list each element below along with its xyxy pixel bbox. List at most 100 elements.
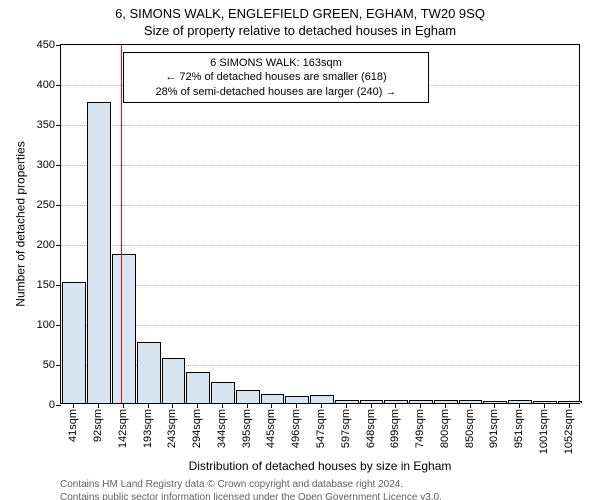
x-tick-mark <box>494 403 495 408</box>
chart-area: 05010015020025030035040045041sqm92sqm142… <box>60 44 580 404</box>
plot-area: 05010015020025030035040045041sqm92sqm142… <box>60 44 580 404</box>
x-tick-label: 92sqm <box>92 409 104 442</box>
y-tick-label: 50 <box>43 359 55 371</box>
y-tick-label: 200 <box>37 239 55 251</box>
bar <box>285 396 309 403</box>
x-tick-mark <box>544 403 545 408</box>
y-tick-label: 300 <box>37 159 55 171</box>
bar <box>236 390 260 403</box>
annotation-line: ← 72% of detached houses are smaller (61… <box>130 70 421 84</box>
y-tick-label: 450 <box>37 39 55 51</box>
x-axis-label: Distribution of detached houses by size … <box>189 459 452 473</box>
y-tick-mark <box>56 45 61 46</box>
y-tick-mark <box>56 405 61 406</box>
annotation-box: 6 SIMONS WALK: 163sqm← 72% of detached h… <box>123 52 428 103</box>
bar <box>533 401 557 403</box>
annotation-line: 28% of semi-detached houses are larger (… <box>130 85 421 99</box>
title-block: 6, SIMONS WALK, ENGLEFIELD GREEN, EGHAM,… <box>0 0 600 40</box>
chart-title: 6, SIMONS WALK, ENGLEFIELD GREEN, EGHAM,… <box>0 6 600 23</box>
x-tick-mark <box>346 403 347 408</box>
x-tick-label: 901sqm <box>488 409 500 448</box>
chart-container: { "title": "6, SIMONS WALK, ENGLEFIELD G… <box>0 0 600 500</box>
y-tick-mark <box>56 205 61 206</box>
footer: Contains HM Land Registry data © Crown c… <box>60 479 580 500</box>
x-tick-label: 496sqm <box>290 409 302 448</box>
y-tick-mark <box>56 325 61 326</box>
gridline <box>61 285 579 286</box>
reference-line <box>121 45 122 403</box>
x-tick-mark <box>197 403 198 408</box>
x-tick-label: 648sqm <box>365 409 377 448</box>
y-tick-label: 150 <box>37 279 55 291</box>
y-tick-mark <box>56 285 61 286</box>
x-tick-label: 850sqm <box>464 409 476 448</box>
x-tick-label: 445sqm <box>265 409 277 448</box>
x-tick-mark <box>395 403 396 408</box>
x-tick-mark <box>247 403 248 408</box>
y-axis-label: Number of detached properties <box>14 141 28 306</box>
y-tick-mark <box>56 165 61 166</box>
x-tick-mark <box>148 403 149 408</box>
x-tick-mark <box>123 403 124 408</box>
x-tick-label: 142sqm <box>117 409 129 448</box>
x-tick-label: 951sqm <box>513 409 525 448</box>
x-tick-label: 193sqm <box>142 409 154 448</box>
x-axis-title: Distribution of detached houses by size … <box>60 459 580 473</box>
bar <box>434 400 458 403</box>
x-tick-mark <box>98 403 99 408</box>
gridline <box>61 325 579 326</box>
x-tick-label: 547sqm <box>315 409 327 448</box>
x-tick-mark <box>73 403 74 408</box>
gridline <box>61 165 579 166</box>
x-tick-label: 344sqm <box>216 409 228 448</box>
bar <box>261 394 285 403</box>
y-tick-label: 350 <box>37 119 55 131</box>
y-tick-mark <box>56 245 61 246</box>
bar <box>558 401 582 403</box>
bar <box>62 282 86 403</box>
bar <box>137 342 161 403</box>
chart-subtitle: Size of property relative to detached ho… <box>0 23 600 40</box>
x-tick-mark <box>445 403 446 408</box>
x-tick-mark <box>296 403 297 408</box>
x-tick-mark <box>222 403 223 408</box>
gridline <box>61 205 579 206</box>
x-tick-mark <box>172 403 173 408</box>
bar <box>211 382 235 403</box>
bar <box>483 401 507 403</box>
y-tick-mark <box>56 365 61 366</box>
gridline <box>61 125 579 126</box>
y-tick-mark <box>56 125 61 126</box>
footer-line-1: Contains HM Land Registry data © Crown c… <box>60 479 580 492</box>
bar <box>162 358 186 403</box>
y-axis-title: Number of detached properties <box>14 44 28 404</box>
x-tick-label: 41sqm <box>67 409 79 442</box>
x-tick-label: 294sqm <box>191 409 203 448</box>
x-tick-mark <box>371 403 372 408</box>
x-tick-mark <box>321 403 322 408</box>
bar <box>112 254 136 403</box>
bar <box>87 102 111 403</box>
bar <box>310 395 334 403</box>
x-tick-mark <box>420 403 421 408</box>
x-tick-label: 749sqm <box>414 409 426 448</box>
x-tick-mark <box>271 403 272 408</box>
bar <box>459 400 483 403</box>
x-tick-label: 699sqm <box>389 409 401 448</box>
x-tick-label: 597sqm <box>340 409 352 448</box>
bar <box>186 372 210 403</box>
x-tick-label: 800sqm <box>439 409 451 448</box>
y-tick-label: 100 <box>37 319 55 331</box>
x-tick-mark <box>519 403 520 408</box>
x-tick-mark <box>569 403 570 408</box>
y-tick-label: 250 <box>37 199 55 211</box>
x-tick-label: 243sqm <box>166 409 178 448</box>
x-tick-label: 1052sqm <box>563 409 575 454</box>
gridline <box>61 245 579 246</box>
y-tick-mark <box>56 85 61 86</box>
x-tick-label: 395sqm <box>241 409 253 448</box>
bar <box>335 400 359 403</box>
footer-line-2: Contains public sector information licen… <box>60 492 580 500</box>
annotation-line: 6 SIMONS WALK: 163sqm <box>130 56 421 70</box>
x-tick-mark <box>470 403 471 408</box>
